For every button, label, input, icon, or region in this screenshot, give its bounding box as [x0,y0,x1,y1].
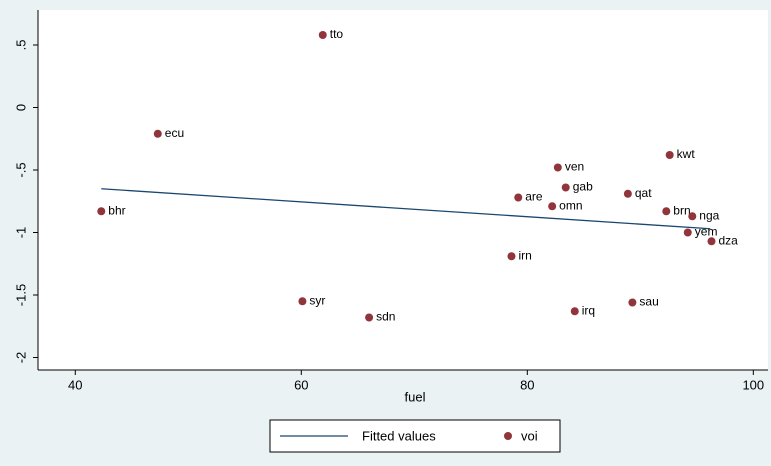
y-tick-label: .5 [13,40,28,51]
x-axis-title: fuel [405,389,426,404]
point-label: yem [695,225,718,239]
plot-area [38,10,768,370]
point [665,151,674,159]
point-label: irq [582,303,595,317]
point-label: sau [639,295,658,309]
point [318,31,327,39]
point-label: brn [673,203,690,217]
point [298,297,307,306]
x-tick-label: 40 [68,377,82,392]
point-label: nga [699,208,719,222]
fitted-line [101,188,711,230]
point-label: bhr [108,203,125,217]
point [688,212,697,221]
y-tick-label: -1.5 [13,284,28,306]
point-label: omn [559,198,582,212]
point-label: kwt [677,147,696,161]
point [153,129,162,138]
legend-marker [504,432,512,440]
point [97,207,106,216]
point [507,252,516,261]
x-tick-label: 60 [294,377,308,392]
point [628,298,637,307]
point [548,202,557,211]
point [683,228,692,237]
point-label: qat [635,186,652,200]
legend-label: Fitted values [362,428,436,443]
point [553,163,562,172]
point [662,207,671,216]
point-label: ecu [165,126,184,140]
point-label: tto [330,27,344,41]
point [365,313,374,322]
point-label: gab [573,180,593,194]
point-label: syr [309,293,325,307]
y-tick-label: -1 [13,227,28,239]
y-tick-label: -2 [13,352,28,364]
point-label: ven [565,160,584,174]
point [561,183,570,192]
point [623,189,632,198]
x-tick-label: 100 [742,377,764,392]
point-label: irn [518,248,531,262]
point [570,307,579,316]
y-tick-label: -.5 [13,162,28,177]
point [514,193,523,202]
point-label: sdn [376,310,395,324]
y-tick-label: 0 [13,104,28,111]
x-tick-label: 80 [520,377,534,392]
point-label: are [525,190,543,204]
point [707,237,716,246]
legend-label: voi [521,428,538,443]
point-label: dza [718,233,738,247]
